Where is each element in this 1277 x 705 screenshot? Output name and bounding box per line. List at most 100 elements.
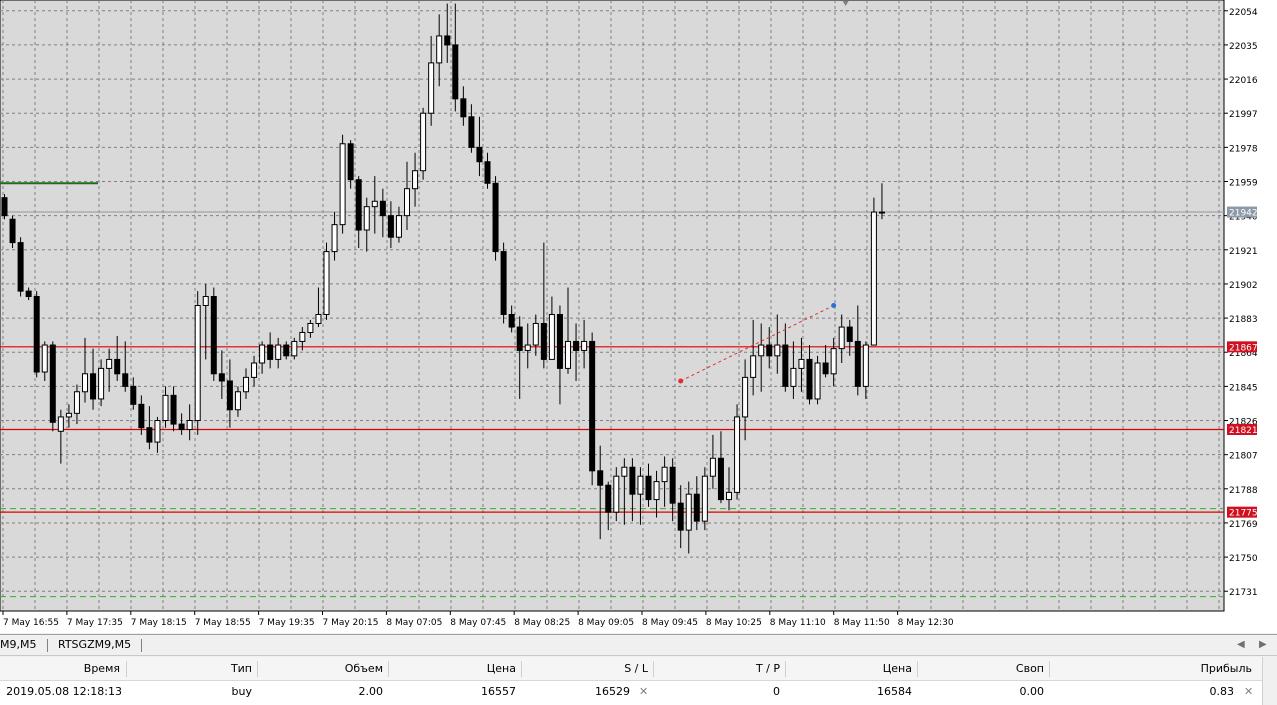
bull-candle <box>194 305 201 422</box>
entry-marker <box>678 378 684 384</box>
bear-candle <box>806 358 813 400</box>
price-tick-label: 21997 <box>1229 110 1258 120</box>
bear-candle <box>25 290 32 298</box>
cell-tp[interactable]: 0 <box>773 685 780 698</box>
time-tick-label: 8 May 09:05 <box>578 618 634 628</box>
header-type[interactable]: Тип <box>230 662 252 675</box>
close-position-icon[interactable]: ✕ <box>1244 685 1254 698</box>
level-price-tag: 21821 <box>1229 426 1258 436</box>
price-tick-label: 21750 <box>1229 554 1258 564</box>
bull-candle <box>750 355 757 378</box>
scroll-left-icon[interactable]: ◀ <box>1237 639 1245 650</box>
bear-candle <box>9 218 16 244</box>
bull-candle <box>870 211 877 346</box>
bear-candle <box>822 362 829 375</box>
bear-candle <box>556 313 563 369</box>
column-divider <box>653 661 654 677</box>
bear-candle <box>476 146 483 163</box>
column-divider <box>785 661 786 677</box>
bull-candle <box>57 416 64 432</box>
bull-candle <box>106 358 113 369</box>
header-sl[interactable]: S / L <box>624 662 648 675</box>
level-price-tag-bg <box>1227 423 1257 435</box>
tab-chart-1[interactable]: M9,M5 <box>0 638 37 651</box>
bear-candle <box>452 44 459 100</box>
trade-table: Время Тип Объем Цена S / L T / P Цена Св… <box>0 657 1277 705</box>
bull-candle <box>653 481 660 501</box>
bull-candle <box>73 391 80 414</box>
level-price-tag: 21775 <box>1229 509 1258 519</box>
header-volume[interactable]: Объем <box>344 662 383 675</box>
time-tick-label: 8 May 09:45 <box>642 618 698 628</box>
bear-candle <box>484 161 491 184</box>
scroll-right-icon[interactable]: ▶ <box>1259 639 1267 650</box>
column-divider <box>388 661 389 677</box>
bull-candle <box>621 466 628 477</box>
bull-candle <box>41 344 48 373</box>
bear-candle <box>146 427 153 443</box>
price-tick-label: 21845 <box>1229 383 1258 393</box>
bear-candle <box>33 296 40 373</box>
bear-candle <box>693 493 700 522</box>
bear-candle <box>387 215 394 238</box>
bull-candle <box>532 322 539 346</box>
header-tp[interactable]: T / P <box>755 662 780 675</box>
bull-candle <box>428 62 435 114</box>
table-header-row: Время Тип Объем Цена S / L T / P Цена Св… <box>0 657 1277 681</box>
bull-candle <box>412 170 419 190</box>
remove-sl-icon[interactable]: ✕ <box>639 685 649 698</box>
bull-candle <box>162 394 169 422</box>
header-price[interactable]: Цена <box>486 662 516 675</box>
header-swap[interactable]: Своп <box>1015 662 1044 675</box>
bear-candle <box>130 385 137 405</box>
time-tick-label: 8 May 07:05 <box>386 618 442 628</box>
bull-candle <box>798 358 805 369</box>
bull-candle <box>637 475 644 495</box>
bear-candle <box>677 502 684 531</box>
header-time[interactable]: Время <box>83 662 120 675</box>
bull-candle <box>878 211 885 214</box>
bear-candle <box>178 423 185 430</box>
bear-candle <box>1 197 8 217</box>
price-tick-label: 21731 <box>1229 588 1258 598</box>
bear-candle <box>782 344 789 387</box>
bull-candle <box>581 340 588 351</box>
header-current-price[interactable]: Цена <box>882 662 912 675</box>
candlestick-chart-svg[interactable]: 22054 22035 22016 21997 21978 21959 21940 21921… <box>0 0 1277 633</box>
current-price-tag-bg <box>1227 206 1257 218</box>
price-axis-bg <box>1225 0 1277 633</box>
bull-candle <box>371 200 378 208</box>
price-tick-label: 21788 <box>1229 486 1258 496</box>
cell-sl[interactable]: 16529 <box>595 685 630 698</box>
level-price-tag-bg <box>1227 506 1257 518</box>
buy-marker <box>831 303 837 308</box>
bull-candle <box>613 475 620 513</box>
current-price-tag: 21942 <box>1229 209 1258 219</box>
bear-candle <box>573 340 580 351</box>
table-row[interactable]: 2019.05.08 12:18:13 buy 2.00 16557 16529… <box>0 682 1277 703</box>
table-scrollbar[interactable] <box>1262 657 1277 705</box>
bull-candle <box>758 344 765 357</box>
header-profit[interactable]: Прибыль <box>1200 662 1252 675</box>
bear-candle <box>347 143 354 181</box>
tab-chart-2[interactable]: RTSGZM9,M5 <box>58 638 132 651</box>
chart-tab-bar: M9,M5 RTSGZM9,M5 ◀ ▶ <box>0 634 1277 656</box>
bear-candle <box>210 296 217 375</box>
time-tick-label: 8 May 10:25 <box>706 618 762 628</box>
time-axis-bg <box>0 612 1224 633</box>
bear-candle <box>90 373 97 400</box>
level-price-tag-bg <box>1227 341 1257 353</box>
bull-candle <box>524 344 531 351</box>
bull-candle <box>395 215 402 238</box>
bear-candle <box>17 242 24 292</box>
cell-price: 16557 <box>481 685 516 698</box>
price-chart[interactable]: 22054 22035 22016 21997 21978 21959 21940 21921… <box>0 0 1277 633</box>
cell-time: 2019.05.08 12:18:13 <box>6 685 122 698</box>
bull-candle <box>838 326 845 350</box>
bear-candle <box>597 470 604 486</box>
tab-divider <box>141 639 142 652</box>
column-divider <box>917 661 918 677</box>
shift-marker-icon <box>842 1 849 6</box>
bear-candle <box>589 340 596 472</box>
bull-candle <box>363 206 370 231</box>
